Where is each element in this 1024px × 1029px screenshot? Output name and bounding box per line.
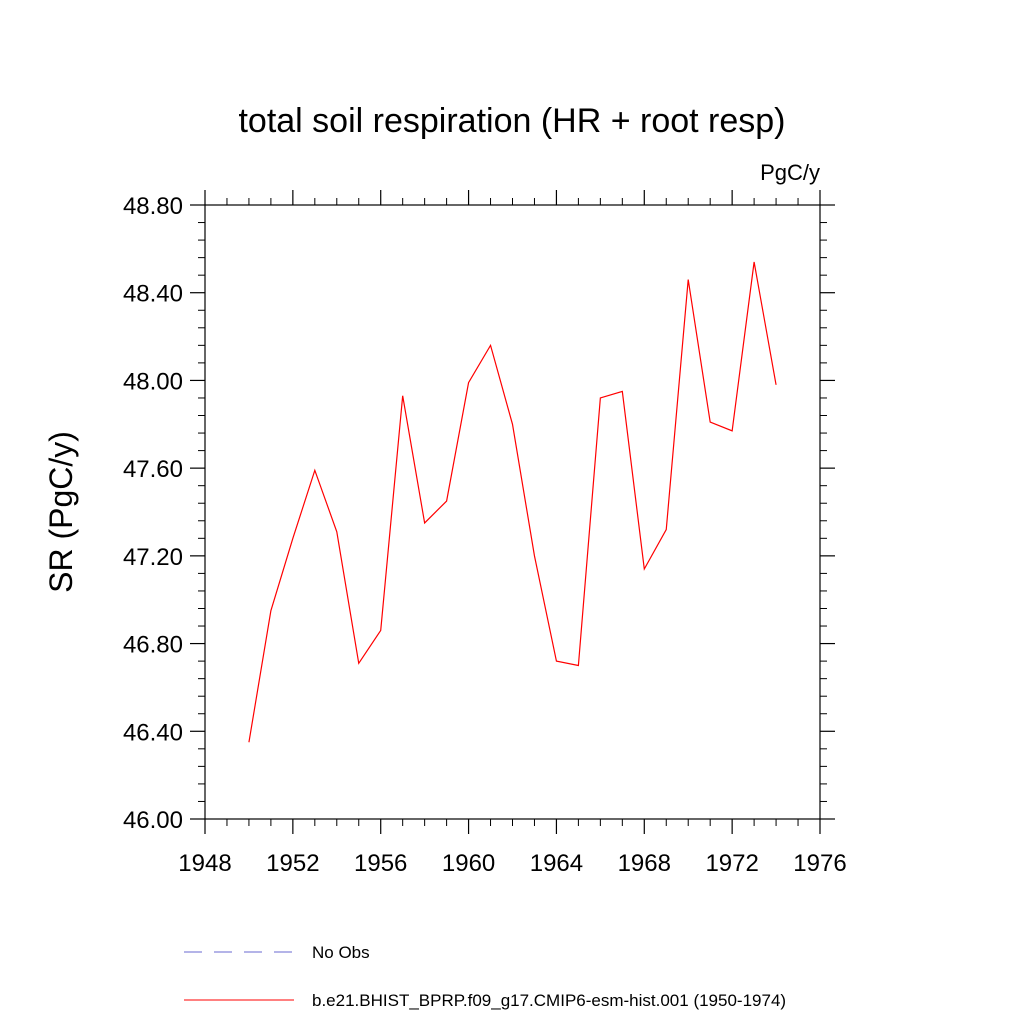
x-tick-label: 1956 [354, 850, 407, 877]
y-tick-label: 46.80 [123, 632, 183, 659]
series-line [248, 261, 777, 743]
legend-label: No Obs [312, 943, 370, 962]
x-tick-label: 1968 [618, 850, 671, 877]
axis-ticks: 1948 1952 1956 1960 1964 1968 1972 1976 46.00 46.… [123, 190, 847, 877]
y-tick-label: 48.40 [123, 281, 183, 308]
y-tick-label: 48.00 [123, 368, 183, 395]
y-tick-label: 46.00 [123, 807, 183, 834]
y-tick-label: 47.60 [123, 456, 183, 483]
y-tick-label: 48.80 [123, 193, 183, 220]
y-axis-label: SR (PgC/y) [43, 431, 79, 593]
units-label: PgC/y [760, 160, 820, 185]
x-tick-label: 1976 [793, 850, 846, 877]
x-tick-label: 1964 [530, 850, 583, 877]
series-lines [248, 261, 777, 743]
x-tick-label: 1952 [266, 850, 319, 877]
legend: No Obs b.e21.BHIST_BPRP.f09_g17.CMIP6-esm… [184, 943, 786, 1010]
x-tick-label: 1948 [178, 850, 231, 877]
chart-title: total soil respiration (HR + root resp) [238, 102, 785, 140]
x-tick-label: 1960 [442, 850, 495, 877]
y-tick-label: 47.20 [123, 544, 183, 571]
x-tick-label: 1972 [705, 850, 758, 877]
legend-label: b.e21.BHIST_BPRP.f09_g17.CMIP6-esm-hist.… [312, 991, 786, 1010]
plot-frame [204, 204, 821, 820]
y-tick-label: 46.40 [123, 719, 183, 746]
